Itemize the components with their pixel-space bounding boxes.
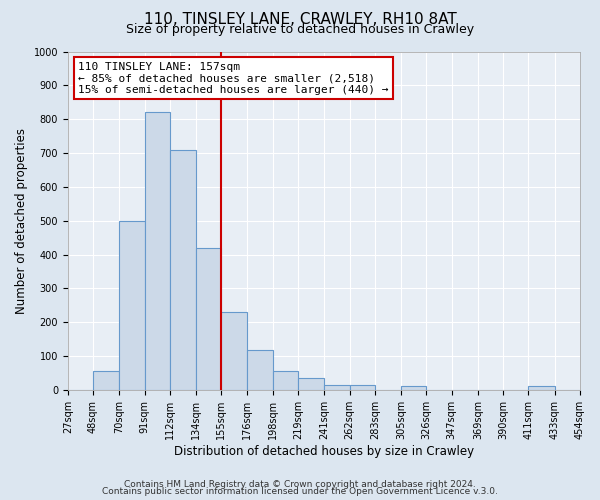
Bar bbox=[529, 386, 555, 390]
Bar bbox=[93, 370, 119, 390]
Text: 110, TINSLEY LANE, CRAWLEY, RH10 8AT: 110, TINSLEY LANE, CRAWLEY, RH10 8AT bbox=[143, 12, 457, 28]
X-axis label: Distribution of detached houses by size in Crawley: Distribution of detached houses by size … bbox=[174, 444, 474, 458]
Bar bbox=[401, 386, 427, 390]
Bar bbox=[119, 220, 145, 390]
Bar bbox=[221, 312, 247, 390]
Bar bbox=[247, 350, 273, 390]
Text: Contains HM Land Registry data © Crown copyright and database right 2024.: Contains HM Land Registry data © Crown c… bbox=[124, 480, 476, 489]
Bar bbox=[196, 248, 221, 390]
Bar bbox=[273, 370, 298, 390]
Bar bbox=[325, 386, 350, 390]
Text: 110 TINSLEY LANE: 157sqm
← 85% of detached houses are smaller (2,518)
15% of sem: 110 TINSLEY LANE: 157sqm ← 85% of detach… bbox=[78, 62, 389, 95]
Text: Contains public sector information licensed under the Open Government Licence v.: Contains public sector information licen… bbox=[102, 487, 498, 496]
Text: Size of property relative to detached houses in Crawley: Size of property relative to detached ho… bbox=[126, 22, 474, 36]
Bar bbox=[170, 150, 196, 390]
Bar bbox=[350, 386, 375, 390]
Y-axis label: Number of detached properties: Number of detached properties bbox=[15, 128, 28, 314]
Bar bbox=[298, 378, 325, 390]
Bar bbox=[145, 112, 170, 390]
